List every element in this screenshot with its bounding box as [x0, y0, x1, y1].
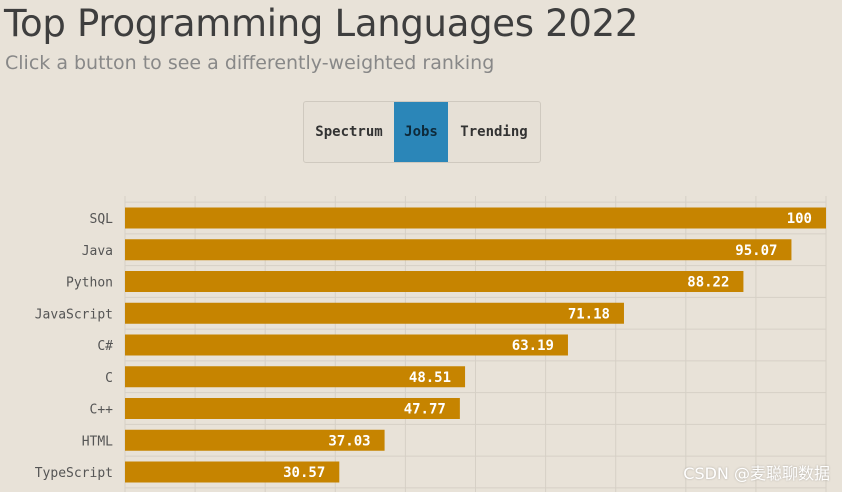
category-label: TypeScript: [35, 466, 113, 481]
bar: [125, 461, 340, 483]
category-label: C#: [97, 339, 113, 354]
bar-value-label: 88.22: [687, 275, 729, 291]
bar: [125, 302, 624, 324]
watermark-text: CSDN @麦聪聊数据: [683, 464, 830, 483]
category-label: HTML: [82, 434, 113, 449]
spectrum-button[interactable]: Spectrum: [315, 124, 383, 140]
category-label: C: [105, 371, 113, 386]
bar-value-label: 63.19: [512, 338, 554, 354]
chart-title: Top Programming Languages 2022: [4, 2, 639, 45]
bar: [125, 207, 826, 229]
jobs-button[interactable]: Jobs: [394, 102, 448, 162]
category-label: Python: [66, 276, 113, 291]
bar-value-label: 30.57: [283, 465, 325, 481]
category-label: Java: [82, 244, 113, 259]
bar: [125, 239, 792, 261]
bar-value-label: 95.07: [735, 243, 777, 259]
bar-value-label: 71.18: [568, 306, 610, 322]
bar: [125, 271, 744, 292]
bar-value-label: 48.51: [409, 370, 451, 386]
bar: [125, 334, 568, 356]
category-label: SQL: [90, 212, 114, 227]
bar: [125, 366, 466, 388]
category-label: C++: [90, 403, 114, 418]
ranking-button-group: Spectrum Jobs Trending: [303, 101, 541, 163]
chart-subtitle: Click a button to see a differently-weig…: [5, 52, 495, 74]
bar-value-label: 37.03: [328, 433, 370, 449]
trending-button[interactable]: Trending: [460, 124, 528, 140]
bar-value-label: 47.77: [404, 402, 446, 418]
bar-value-label: 100: [787, 211, 812, 227]
category-label: JavaScript: [35, 307, 113, 322]
bar: [125, 398, 460, 419]
bar: [125, 429, 385, 451]
